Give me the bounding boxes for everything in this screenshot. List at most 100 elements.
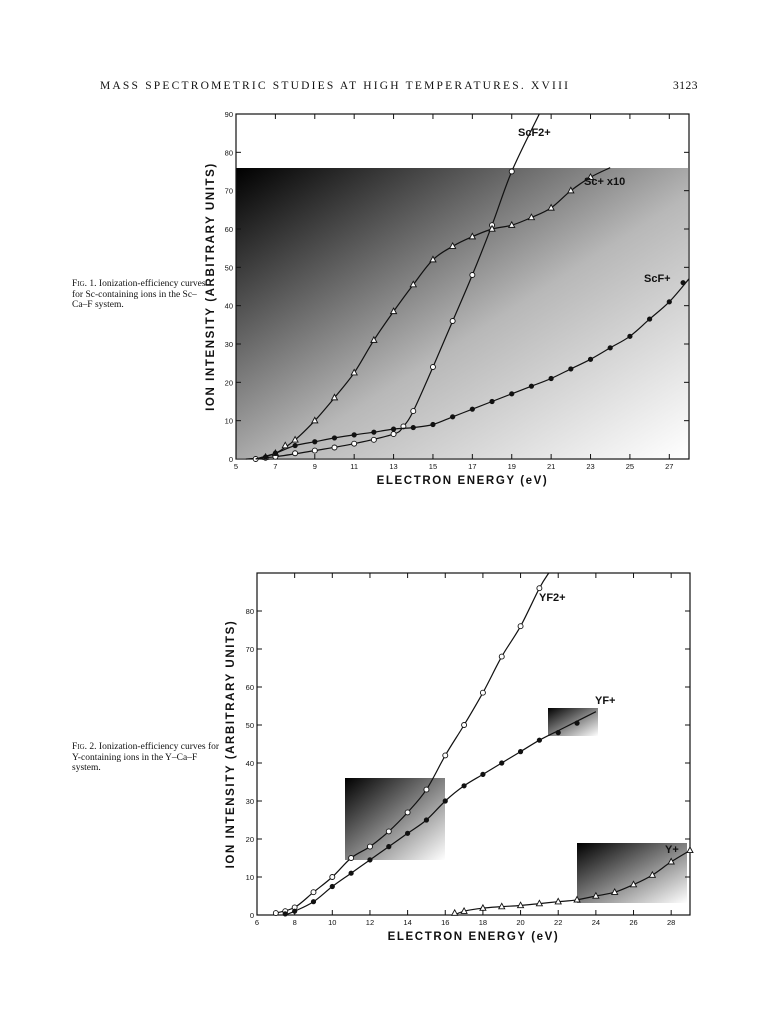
fig2-y-point bbox=[460, 906, 468, 914]
fig2-x-tick-label: 10 bbox=[328, 918, 336, 927]
fig2-y-point bbox=[535, 899, 544, 907]
fig1-scf-point bbox=[410, 424, 416, 431]
fig1-x-tick-label: 5 bbox=[234, 462, 238, 471]
fig1-x-tick-label: 25 bbox=[626, 462, 634, 471]
fig1-sc-x10-point bbox=[370, 335, 378, 343]
fig2-y-point bbox=[516, 901, 525, 909]
fig1-scf2-point bbox=[252, 456, 259, 462]
fig1-scf-point bbox=[509, 391, 515, 397]
fig1-scf-point bbox=[489, 398, 495, 405]
fig2-x-tick-label: 24 bbox=[592, 918, 600, 927]
fig1-scf-point bbox=[666, 299, 672, 305]
fig1-scf2-point bbox=[508, 168, 515, 175]
fig1-scf-point bbox=[627, 333, 633, 339]
figure-2-chart: 6 8 10 12 14 16 18 20 22 24 26 28 0 10 20 30 40 50 60 70 80 E… bbox=[225, 572, 694, 943]
fig1-scf2-point bbox=[430, 364, 436, 370]
fig1-scf-point bbox=[351, 432, 357, 438]
figure-1-caption-text: Ionization-efficiency curves for Sc-cont… bbox=[72, 279, 206, 310]
fig1-sc-x10-point bbox=[291, 435, 299, 443]
fig2-yf-point bbox=[480, 771, 486, 778]
page-number: 3123 bbox=[673, 80, 698, 92]
fig1-scf2-point bbox=[351, 440, 358, 447]
fig1-scf2-point bbox=[292, 450, 299, 457]
fig2-x-tick-label: 16 bbox=[441, 918, 449, 927]
fig1-plot-frame bbox=[235, 113, 690, 460]
fig1-scf-point bbox=[587, 356, 594, 362]
fig1-scf-point bbox=[469, 406, 475, 412]
fig2-y-axis-label: ION INTENSITY (ARBITRARY UNITS) bbox=[225, 620, 237, 869]
fig2-y-point bbox=[648, 870, 657, 878]
fig2-y-tick-label: 30 bbox=[246, 797, 254, 806]
fig2-yf2-point bbox=[310, 889, 317, 896]
fig2-yf2-curve bbox=[275, 572, 550, 914]
fig2-y-point bbox=[554, 897, 562, 905]
figure-1-shading bbox=[236, 168, 688, 458]
fig1-sc-x10-point bbox=[586, 173, 595, 180]
fig1-scf-point bbox=[430, 421, 436, 428]
fig2-yf-point bbox=[574, 720, 580, 726]
fig2-x-tick-label: 12 bbox=[366, 918, 374, 927]
fig2-y-point bbox=[629, 880, 638, 888]
figure-1-caption: Fig. 1. Ionization-efficiency curves for… bbox=[72, 279, 212, 311]
fig1-scf-point bbox=[680, 280, 686, 286]
fig2-yf2-point bbox=[385, 828, 392, 835]
fig1-y-tick-label: 10 bbox=[225, 417, 233, 426]
fig1-sc-x10-point bbox=[389, 307, 398, 315]
fig1-sc-x10-series-label: Sc+ x10 bbox=[584, 176, 625, 188]
fig2-y-tick-label: 10 bbox=[246, 873, 254, 882]
fig2-yf2-point bbox=[479, 689, 486, 696]
fig2-yf2-point bbox=[348, 855, 355, 861]
fig1-sc-x10-point bbox=[468, 232, 477, 240]
fig2-y-point bbox=[450, 908, 459, 916]
figure-1-shade-block bbox=[236, 168, 688, 458]
fig2-yf-point bbox=[405, 830, 411, 836]
fig1-y-tick-label: 0 bbox=[229, 455, 233, 464]
fig2-yf2-point bbox=[498, 653, 505, 660]
fig1-sc-x10-point bbox=[350, 368, 358, 376]
fig1-scf-point bbox=[528, 383, 535, 389]
fig1-scf2-series-label: ScF2+ bbox=[518, 127, 551, 139]
fig1-scf2-point bbox=[469, 272, 476, 278]
fig1-y-tick-label: 50 bbox=[225, 263, 233, 272]
fig2-yf2-point bbox=[404, 809, 411, 816]
fig1-x-tick-label: 7 bbox=[273, 462, 277, 471]
fig1-sc-x10-point bbox=[409, 280, 418, 288]
fig1-scf2-point bbox=[311, 447, 318, 454]
fig1-x-tick-label: 11 bbox=[350, 462, 358, 471]
fig1-sc-x10-point bbox=[330, 393, 339, 401]
fig1-scf-point bbox=[262, 454, 269, 460]
figure-2-caption: Fig. 2. Ionization-efficiency curves for… bbox=[72, 742, 222, 774]
fig2-yf2-point bbox=[442, 752, 449, 759]
fig2-yf-point bbox=[386, 843, 392, 850]
fig2-y-point bbox=[497, 902, 506, 910]
fig1-sc-x10-point bbox=[448, 242, 457, 249]
figure-2-shade-block-1 bbox=[345, 778, 445, 860]
fig2-y-tick-label: 20 bbox=[246, 835, 254, 844]
fig1-sc-x10-point bbox=[567, 186, 575, 194]
fig2-yf-point bbox=[282, 911, 288, 917]
fig2-yf2-point bbox=[536, 585, 543, 592]
fig2-yf2-series-label: YF2+ bbox=[539, 592, 566, 604]
running-header: MASS SPECTROMETRIC STUDIES AT HIGH TEMPE… bbox=[100, 80, 698, 98]
fig2-yf-point bbox=[423, 817, 430, 823]
fig1-scf-point bbox=[331, 435, 338, 441]
fig1-x-tick-label: 19 bbox=[508, 462, 516, 471]
fig1-x-tick-label: 13 bbox=[389, 462, 397, 471]
running-title: MASS SPECTROMETRIC STUDIES AT HIGH TEMPE… bbox=[100, 80, 571, 92]
fig2-yf2-point bbox=[329, 874, 336, 880]
fig1-y-tick-label: 30 bbox=[225, 340, 233, 349]
fig2-x-tick-label: 20 bbox=[516, 918, 524, 927]
fig2-yf-point bbox=[348, 870, 354, 876]
fig1-x-tick-label: 27 bbox=[665, 462, 673, 471]
fig2-y-point bbox=[667, 857, 675, 865]
fig1-sc-x10-point bbox=[488, 224, 496, 232]
fig2-y-tick-label: 0 bbox=[250, 911, 254, 920]
fig2-y-point bbox=[592, 891, 600, 899]
fig2-yf-point bbox=[536, 737, 542, 743]
fig2-yf-point bbox=[499, 760, 505, 766]
fig1-scf2-point bbox=[390, 431, 397, 438]
fig2-yf2-point bbox=[517, 623, 524, 630]
fig1-y-tick-label: 60 bbox=[225, 225, 233, 234]
fig1-y-tick-label: 80 bbox=[225, 148, 233, 157]
